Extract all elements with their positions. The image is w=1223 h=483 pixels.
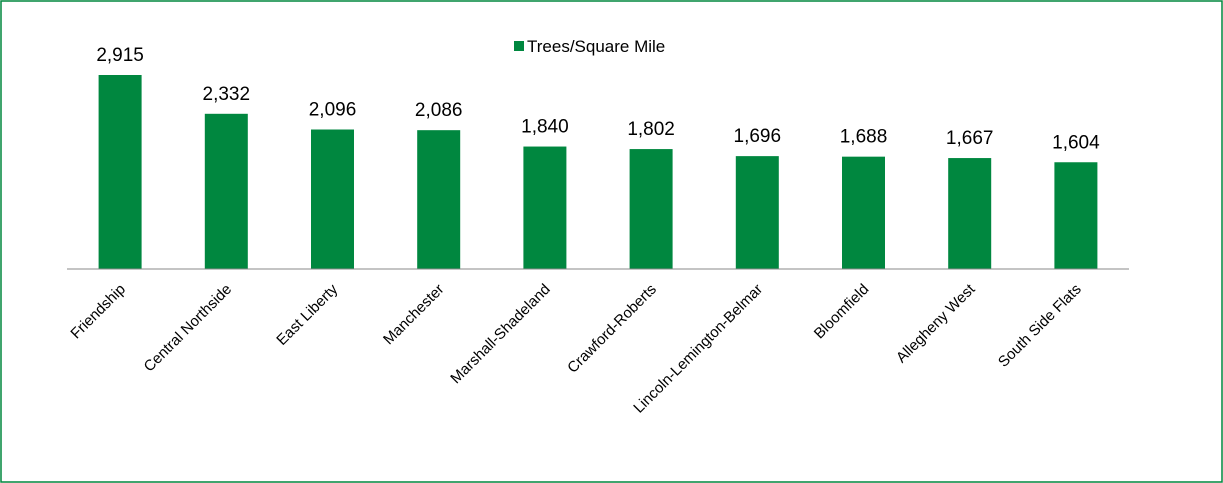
- data-label: 1,840: [521, 117, 569, 138]
- data-label: 1,604: [1052, 132, 1100, 153]
- data-label: 2,332: [203, 84, 251, 105]
- bar: [98, 75, 142, 269]
- data-label: 2,915: [96, 45, 144, 66]
- data-label: 1,802: [627, 119, 675, 140]
- legend-label: Trees/Square Mile: [527, 37, 665, 56]
- data-label: 1,667: [946, 128, 994, 149]
- bar: [311, 129, 354, 269]
- bar: [948, 158, 992, 269]
- bar: [735, 156, 779, 269]
- bar: [629, 149, 673, 269]
- legend-swatch: [514, 41, 524, 51]
- data-label: 2,096: [309, 100, 357, 121]
- bar: [204, 113, 248, 269]
- data-label: 1,688: [840, 127, 888, 148]
- bar: [842, 156, 885, 269]
- bar: [1054, 162, 1098, 269]
- bar: [417, 130, 461, 269]
- data-label: 2,086: [415, 100, 463, 121]
- data-label: 1,696: [734, 126, 782, 147]
- bar: [523, 146, 567, 269]
